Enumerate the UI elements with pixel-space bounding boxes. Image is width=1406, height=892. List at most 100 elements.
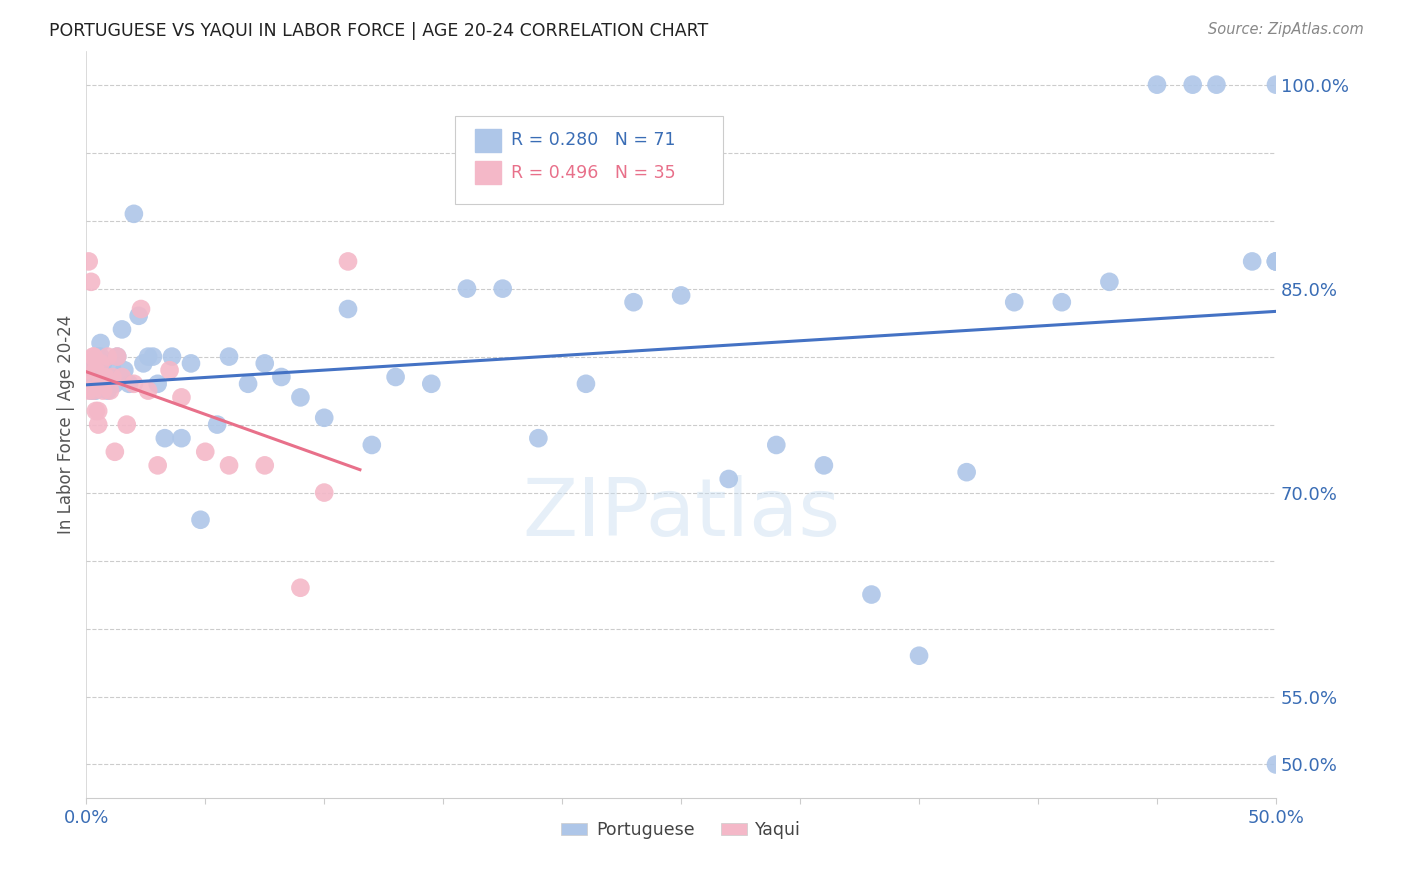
Point: [94, 370, 117, 384]
Point: [180, 356, 202, 370]
Point: [129, 301, 152, 316]
Point: [1146, 78, 1168, 92]
Point: [80, 275, 103, 289]
Point: [170, 391, 193, 405]
Point: [111, 322, 134, 336]
Point: [90, 350, 112, 364]
Point: [87, 370, 110, 384]
Point: [82, 350, 104, 364]
Point: [1098, 275, 1121, 289]
Point: [290, 581, 312, 595]
Point: [813, 458, 835, 473]
Point: [98, 384, 121, 398]
Text: ZIPatlas: ZIPatlas: [522, 475, 841, 553]
Point: [122, 376, 145, 391]
FancyBboxPatch shape: [456, 116, 723, 204]
Point: [170, 431, 193, 445]
Point: [77, 356, 100, 370]
Point: [146, 458, 169, 473]
Point: [115, 417, 138, 432]
Point: [87, 417, 110, 432]
Text: PORTUGUESE VS YAQUI IN LABOR FORCE | AGE 20-24 CORRELATION CHART: PORTUGUESE VS YAQUI IN LABOR FORCE | AGE…: [49, 22, 709, 40]
Point: [956, 465, 979, 479]
Point: [87, 404, 110, 418]
Point: [190, 513, 212, 527]
Point: [82, 356, 104, 370]
Point: [765, 438, 787, 452]
Point: [1205, 78, 1227, 92]
Point: [80, 370, 103, 384]
Point: [104, 444, 127, 458]
Point: [146, 376, 169, 391]
Point: [94, 370, 117, 384]
Bar: [475, 161, 502, 184]
Point: [94, 376, 117, 391]
Point: [160, 350, 183, 364]
Point: [97, 350, 120, 364]
Point: [136, 350, 159, 364]
Point: [1002, 295, 1025, 310]
Point: [575, 376, 598, 391]
Text: Source: ZipAtlas.com: Source: ZipAtlas.com: [1208, 22, 1364, 37]
Point: [1265, 757, 1288, 772]
Point: [87, 350, 110, 364]
Point: [1265, 254, 1288, 268]
Point: [90, 336, 112, 351]
Point: [314, 410, 336, 425]
Point: [669, 288, 692, 302]
Point: [360, 438, 382, 452]
Point: [337, 301, 360, 316]
Point: [84, 384, 107, 398]
Point: [270, 370, 292, 384]
Point: [90, 356, 112, 370]
Point: [142, 350, 165, 364]
Point: [1265, 254, 1288, 268]
Point: [253, 356, 276, 370]
Point: [101, 370, 124, 384]
Point: [84, 370, 107, 384]
Point: [82, 384, 104, 398]
Point: [717, 472, 740, 486]
Point: [80, 376, 103, 391]
Point: [908, 648, 931, 663]
Point: [82, 384, 104, 398]
Point: [77, 254, 100, 268]
Point: [492, 282, 515, 296]
Point: [118, 376, 141, 391]
Text: R = 0.280   N = 71: R = 0.280 N = 71: [510, 131, 675, 150]
Point: [1265, 78, 1288, 92]
Point: [104, 376, 127, 391]
Point: [101, 363, 124, 377]
Point: [132, 356, 155, 370]
Point: [122, 207, 145, 221]
Point: [84, 404, 107, 418]
Point: [420, 376, 443, 391]
Point: [90, 376, 112, 391]
Bar: [475, 129, 502, 152]
Point: [337, 254, 360, 268]
Point: [111, 370, 134, 384]
Point: [527, 431, 550, 445]
Point: [105, 350, 128, 364]
Point: [82, 376, 104, 391]
Point: [218, 350, 240, 364]
Point: [153, 431, 176, 445]
Point: [112, 363, 135, 377]
Point: [253, 458, 276, 473]
Legend: Portuguese, Yaqui: Portuguese, Yaqui: [554, 814, 808, 846]
Point: [314, 485, 336, 500]
Point: [75, 376, 97, 391]
Point: [128, 309, 150, 323]
Point: [98, 370, 121, 384]
Y-axis label: In Labor Force | Age 20-24: In Labor Force | Age 20-24: [58, 315, 75, 534]
Point: [91, 384, 114, 398]
Point: [91, 356, 114, 370]
Point: [105, 350, 128, 364]
Point: [84, 363, 107, 377]
Point: [456, 282, 478, 296]
Text: R = 0.496   N = 35: R = 0.496 N = 35: [510, 163, 676, 182]
Point: [1050, 295, 1073, 310]
Point: [384, 370, 406, 384]
Point: [75, 363, 97, 377]
Point: [194, 444, 217, 458]
